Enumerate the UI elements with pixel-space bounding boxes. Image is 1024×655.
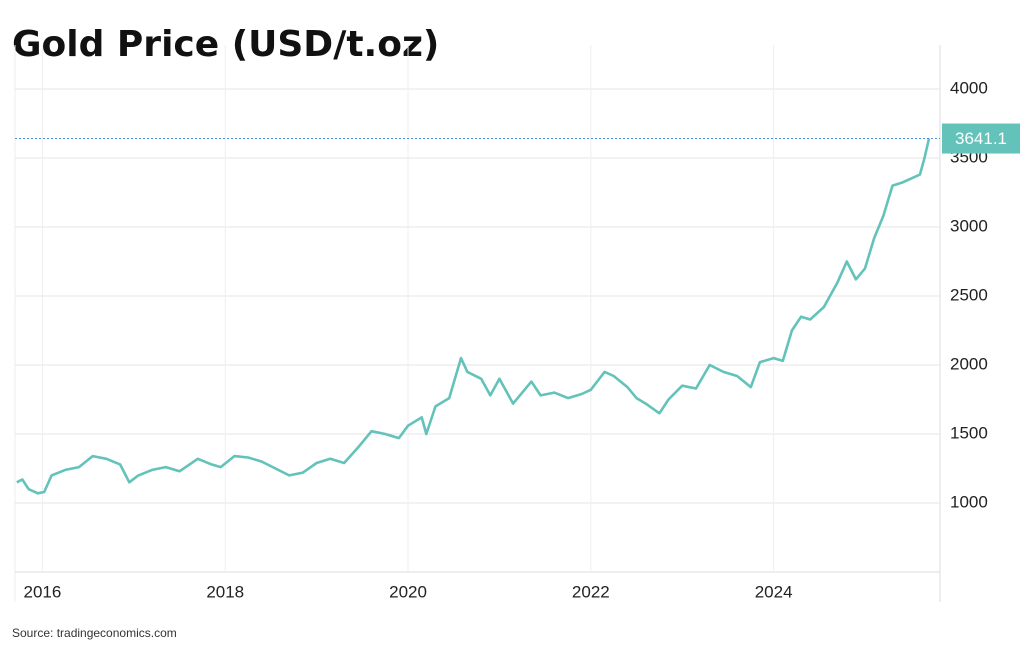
badge-box: [942, 123, 1020, 154]
price-line: [16, 138, 931, 495]
last-value-badge: 3641.1: [942, 123, 1020, 154]
x-tick-label: 2022: [572, 582, 610, 601]
y-tick-label: 2000: [950, 354, 988, 373]
last-value-label: 3641.1: [955, 129, 1007, 148]
x-tick-label: 2016: [24, 582, 62, 601]
source: Source: tradingeconomics.com: [12, 626, 177, 640]
y-tick-label: 1000: [950, 492, 988, 511]
y-tick-label: 4000: [950, 78, 988, 97]
x-tick-label: 2018: [206, 582, 244, 601]
x-tick-label: 2024: [755, 582, 793, 601]
y-tick-label: 3000: [950, 216, 988, 235]
x-tick-label: 2020: [389, 582, 427, 601]
y-tick-label: 1500: [950, 423, 988, 442]
y-tick-label: 2500: [950, 285, 988, 304]
